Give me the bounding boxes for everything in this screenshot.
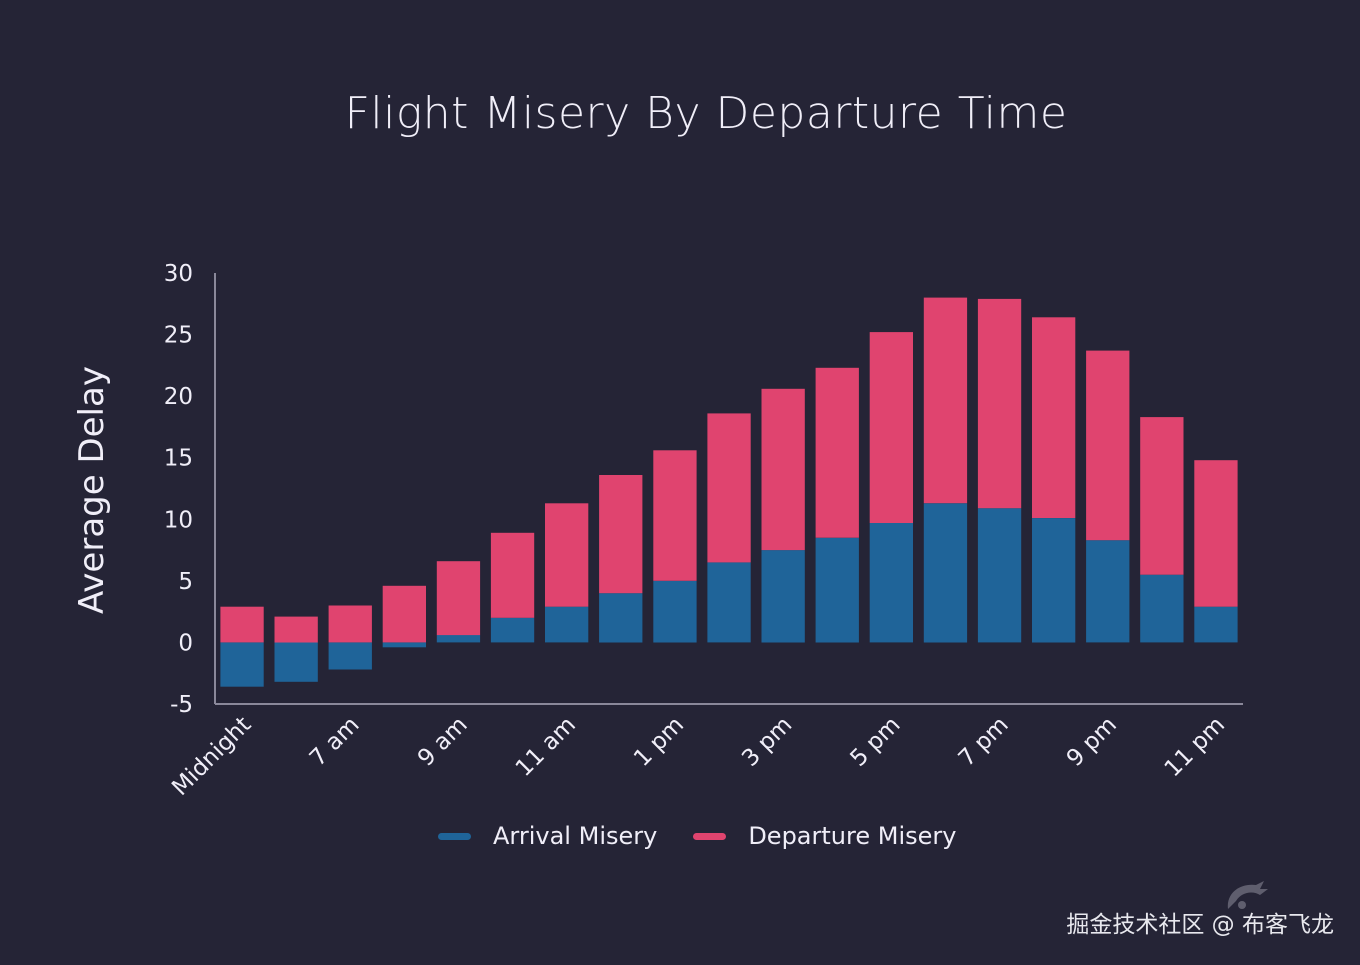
y-tick-label: -5 xyxy=(170,692,193,718)
bar-departure-17 xyxy=(1140,417,1184,575)
y-tick-label: 15 xyxy=(164,446,193,472)
x-tick-label: 3 pm xyxy=(737,712,797,772)
bar-departure-18 xyxy=(1194,460,1238,607)
bars-layer xyxy=(220,297,1238,687)
legend-item-departure[interactable]: Departure Misery xyxy=(693,822,956,850)
legend: Arrival Misery Departure Misery xyxy=(438,822,992,850)
bar-arrival-1 xyxy=(274,642,318,682)
bar-arrival-4 xyxy=(436,635,481,643)
y-axis-label: Average Delay xyxy=(72,366,112,614)
bar-departure-6 xyxy=(545,503,589,607)
x-tick-label: 7 pm xyxy=(954,712,1014,772)
y-tick-label: 5 xyxy=(178,569,193,595)
x-tick-label: 11 am xyxy=(511,712,581,782)
bar-arrival-5 xyxy=(490,617,535,643)
y-tick-label: 0 xyxy=(178,630,193,656)
x-tick-label: 5 pm xyxy=(845,712,905,772)
x-tick-label: 7 am xyxy=(305,712,365,772)
bar-departure-15 xyxy=(1032,317,1076,518)
legend-label-departure: Departure Misery xyxy=(748,822,957,850)
chart-title: Flight Misery By Departure Time xyxy=(344,88,1068,139)
bar-departure-2 xyxy=(328,605,372,643)
y-tick-label: 20 xyxy=(164,384,193,410)
bar-departure-12 xyxy=(869,332,913,523)
bar-arrival-18 xyxy=(1194,606,1238,643)
bar-departure-1 xyxy=(274,616,318,643)
bar-arrival-16 xyxy=(1086,540,1130,643)
bar-arrival-11 xyxy=(815,537,859,643)
bar-arrival-10 xyxy=(761,550,805,643)
bar-arrival-13 xyxy=(923,503,968,643)
legend-label-arrival: Arrival Misery xyxy=(493,822,658,850)
bar-arrival-15 xyxy=(1032,518,1076,643)
bar-departure-14 xyxy=(977,298,1022,509)
bar-arrival-6 xyxy=(545,606,589,643)
bar-departure-9 xyxy=(707,413,751,563)
bar-arrival-3 xyxy=(382,642,426,648)
bar-arrival-8 xyxy=(653,580,697,643)
legend-swatch-departure xyxy=(693,832,727,840)
legend-swatch-arrival xyxy=(438,832,471,840)
y-tick-label: 25 xyxy=(164,323,193,349)
y-ticks: 30 25 20 15 10 5 0 -5 xyxy=(164,261,193,718)
watermark-text: 掘金技术社区 @ 布客飞龙 xyxy=(1066,912,1334,938)
axes-layer xyxy=(214,273,1243,705)
bar-departure-0 xyxy=(220,606,264,643)
x-tick-label: 9 pm xyxy=(1062,712,1122,772)
x-tick-label: 1 pm xyxy=(629,712,689,772)
bar-departure-3 xyxy=(382,585,426,643)
bar-departure-4 xyxy=(436,561,481,636)
bar-arrival-0 xyxy=(220,642,264,687)
bar-arrival-14 xyxy=(977,508,1022,643)
bar-arrival-7 xyxy=(599,593,643,643)
x-tick-label: 11 pm xyxy=(1160,712,1230,782)
bar-departure-16 xyxy=(1086,350,1130,541)
bar-arrival-9 xyxy=(707,562,751,643)
bar-departure-11 xyxy=(815,367,859,538)
legend-item-arrival[interactable]: Arrival Misery xyxy=(438,822,657,850)
watermark-logo-icon xyxy=(1227,881,1268,909)
y-tick-label: 30 xyxy=(164,261,193,287)
y-tick-label: 10 xyxy=(164,507,193,533)
bar-arrival-12 xyxy=(869,523,913,643)
bar-departure-7 xyxy=(599,475,643,594)
bar-arrival-17 xyxy=(1140,574,1184,643)
bar-departure-8 xyxy=(653,450,697,581)
x-ticks: Midnight 7 am 9 am 11 am 1 pm 3 pm 5 pm 7 pm 9 p… xyxy=(167,712,1230,801)
bar-arrival-2 xyxy=(328,642,372,670)
bar-departure-13 xyxy=(923,297,968,504)
x-tick-label: 9 am xyxy=(413,712,473,772)
bar-departure-5 xyxy=(490,532,535,618)
x-tick-label: Midnight xyxy=(167,712,256,801)
bar-departure-10 xyxy=(761,388,805,551)
